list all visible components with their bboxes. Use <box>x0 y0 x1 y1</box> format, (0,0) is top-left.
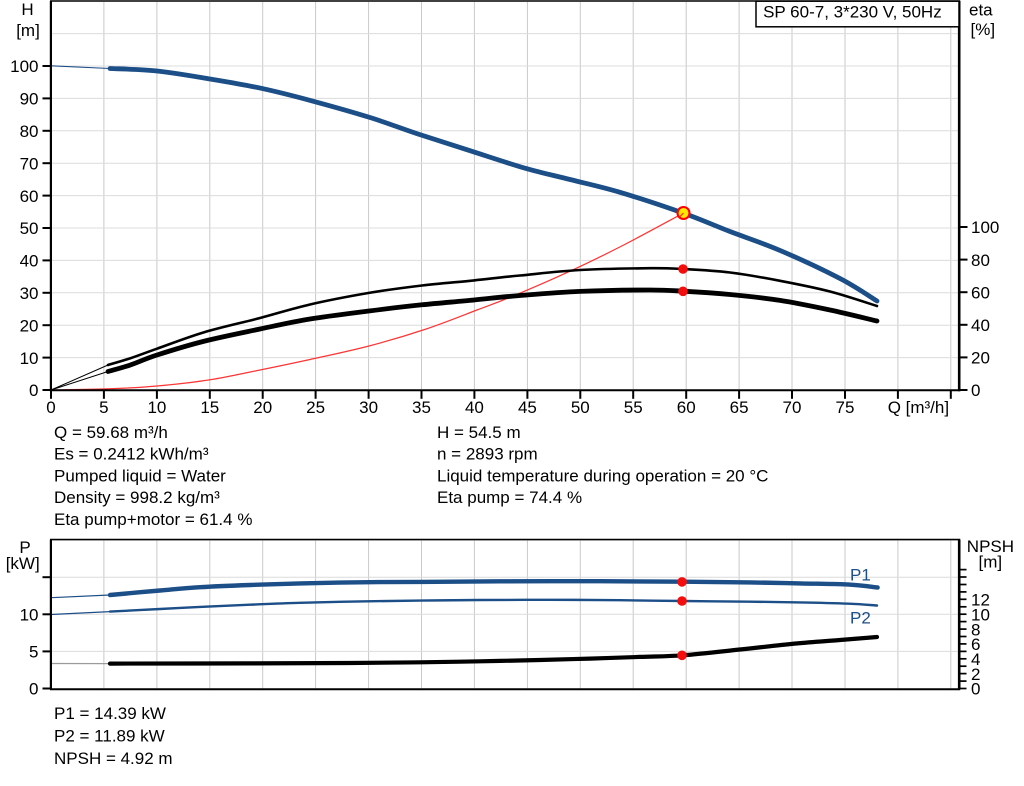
svg-text:P: P <box>19 538 30 557</box>
svg-text:6: 6 <box>971 635 980 654</box>
svg-text:H: H <box>21 0 33 19</box>
svg-text:30: 30 <box>20 284 39 303</box>
svg-text:NPSH: NPSH <box>967 537 1014 556</box>
svg-text:0: 0 <box>971 381 980 400</box>
svg-text:Eta pump = 74.4 %: Eta pump = 74.4 % <box>437 488 582 507</box>
svg-text:P1: P1 <box>850 565 871 584</box>
svg-text:P2 = 11.89 kW: P2 = 11.89 kW <box>54 726 165 745</box>
svg-text:70: 70 <box>20 154 39 173</box>
svg-text:35: 35 <box>412 398 431 417</box>
svg-text:10: 10 <box>147 398 166 417</box>
svg-text:SP 60-7, 3*230 V, 50Hz: SP 60-7, 3*230 V, 50Hz <box>763 2 942 21</box>
svg-text:45: 45 <box>518 398 537 417</box>
svg-text:50: 50 <box>571 398 590 417</box>
svg-text:P2: P2 <box>850 608 871 627</box>
svg-text:90: 90 <box>20 90 39 109</box>
svg-text:Density = 998.2 kg/m³: Density = 998.2 kg/m³ <box>54 488 220 507</box>
svg-text:50: 50 <box>20 219 39 238</box>
svg-text:20: 20 <box>20 316 39 335</box>
svg-text:Q = 59.68 m³/h: Q = 59.68 m³/h <box>54 423 168 442</box>
svg-text:P1 = 14.39 kW: P1 = 14.39 kW <box>54 704 166 723</box>
svg-text:65: 65 <box>730 398 749 417</box>
svg-text:H = 54.5 m: H = 54.5 m <box>437 423 521 442</box>
svg-text:[m]: [m] <box>16 21 40 40</box>
svg-text:80: 80 <box>20 122 39 141</box>
svg-text:[kW]: [kW] <box>6 554 40 573</box>
svg-text:15: 15 <box>200 398 219 417</box>
svg-text:Eta pump+motor = 61.4 %: Eta pump+motor = 61.4 % <box>54 510 252 529</box>
svg-text:40: 40 <box>20 252 39 271</box>
svg-text:20: 20 <box>253 398 272 417</box>
svg-text:0: 0 <box>46 398 55 417</box>
svg-text:0: 0 <box>29 381 38 400</box>
svg-text:5: 5 <box>99 398 108 417</box>
svg-text:25: 25 <box>306 398 325 417</box>
svg-text:100: 100 <box>971 218 999 237</box>
svg-text:60: 60 <box>677 398 696 417</box>
svg-text:80: 80 <box>971 251 990 270</box>
svg-text:12: 12 <box>971 591 990 610</box>
svg-text:55: 55 <box>624 398 643 417</box>
svg-text:eta: eta <box>969 0 993 19</box>
svg-text:60: 60 <box>971 283 990 302</box>
svg-text:[%]: [%] <box>971 20 996 39</box>
svg-text:NPSH = 4.92 m: NPSH = 4.92 m <box>54 749 173 768</box>
svg-text:5: 5 <box>29 643 38 662</box>
svg-text:2: 2 <box>971 665 980 684</box>
svg-text:0: 0 <box>971 680 980 699</box>
svg-text:75: 75 <box>836 398 855 417</box>
svg-text:n = 2893 rpm: n = 2893 rpm <box>437 445 538 464</box>
svg-text:Es = 0.2412 kWh/m³: Es = 0.2412 kWh/m³ <box>54 445 209 464</box>
svg-text:40: 40 <box>465 398 484 417</box>
svg-text:Pumped liquid = Water: Pumped liquid = Water <box>54 466 226 485</box>
svg-text:10: 10 <box>971 605 990 624</box>
svg-text:30: 30 <box>359 398 378 417</box>
svg-text:[m]: [m] <box>979 553 1003 572</box>
svg-text:70: 70 <box>783 398 802 417</box>
svg-text:4: 4 <box>971 650 980 669</box>
svg-text:Q [m³/h]: Q [m³/h] <box>888 398 949 417</box>
svg-text:10: 10 <box>20 606 39 625</box>
svg-text:8: 8 <box>971 620 980 639</box>
svg-text:20: 20 <box>971 349 990 368</box>
svg-text:0: 0 <box>29 680 38 699</box>
svg-text:10: 10 <box>20 349 39 368</box>
svg-text:60: 60 <box>20 187 39 206</box>
svg-text:100: 100 <box>10 57 38 76</box>
svg-text:40: 40 <box>971 316 990 335</box>
svg-text:Liquid temperature during oper: Liquid temperature during operation = 20… <box>437 466 768 485</box>
